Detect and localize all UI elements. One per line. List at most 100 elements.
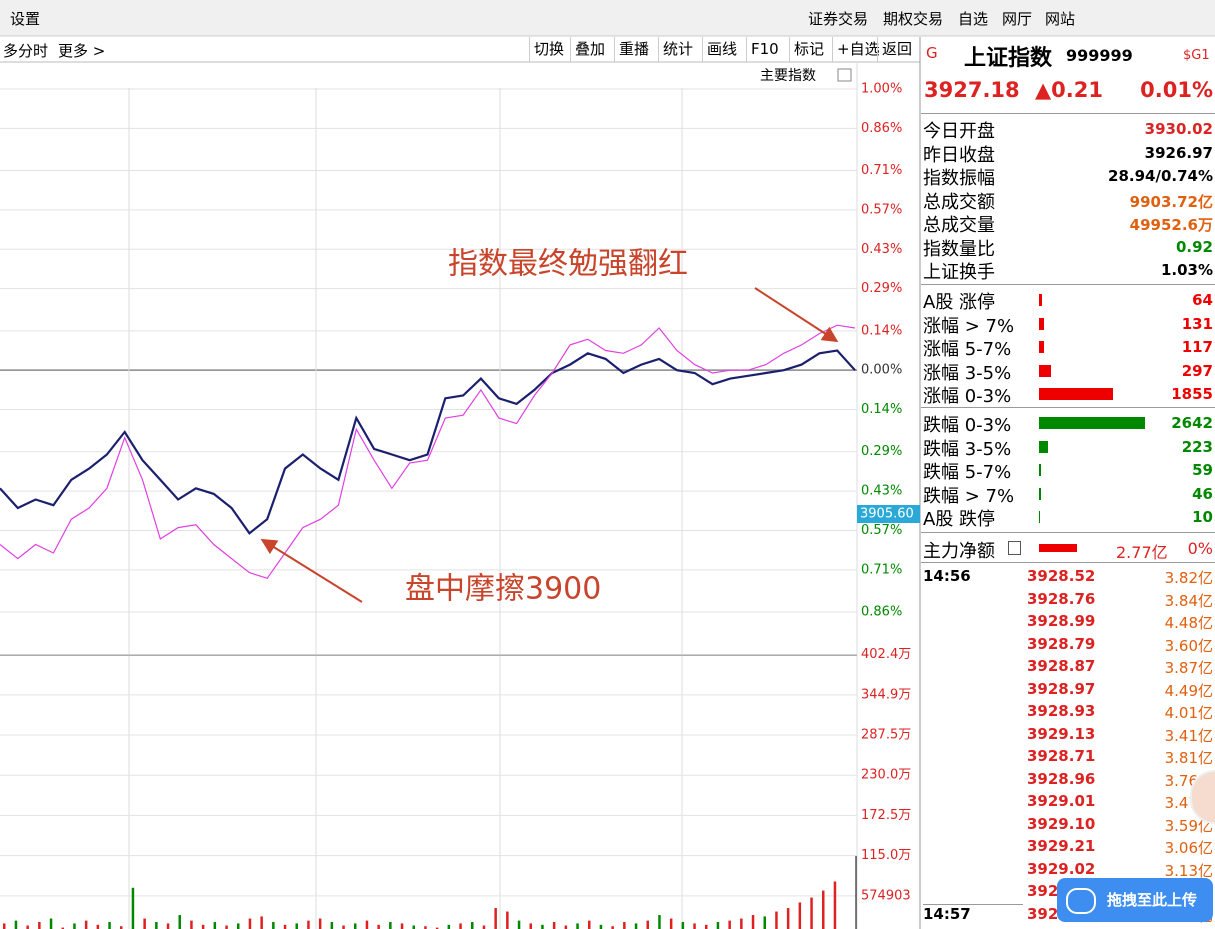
- quote-tag: $G1: [1183, 48, 1210, 63]
- volume-bar: [705, 924, 708, 929]
- toolbar-button[interactable]: 切换: [529, 37, 568, 62]
- panel-separator: [921, 562, 1215, 563]
- toolbar-button[interactable]: 标记: [789, 37, 828, 62]
- stat-label: 指数振幅: [923, 168, 995, 189]
- panel-separator: [921, 532, 1215, 533]
- volume-tick-label: 287.5万: [861, 728, 911, 743]
- breadth-count: 2642: [1171, 414, 1213, 432]
- tick-price: 3929.02: [1027, 859, 1096, 878]
- quote-pct: 0.01%: [1140, 78, 1213, 102]
- tick-amount: 3.13亿: [1164, 861, 1213, 880]
- quote-price: 3927.18: [924, 78, 1020, 102]
- y-tick-label: 0.43%: [861, 242, 902, 257]
- tick-amount: 3.41亿: [1164, 726, 1213, 745]
- volume-bar: [96, 924, 100, 929]
- volume-bar: [822, 890, 825, 929]
- toolbar-button[interactable]: 返回: [877, 37, 916, 62]
- volume-bar: [108, 922, 111, 929]
- volume-bar: [131, 887, 135, 929]
- menu-title[interactable]: 设置: [10, 10, 41, 28]
- stat-label: 总成交量: [923, 215, 995, 236]
- volume-bar: [166, 923, 170, 929]
- tick-price: 3929.13: [1027, 724, 1096, 743]
- breadth-label: 涨幅 > 7%: [923, 315, 1015, 337]
- y-tick-label: 0.57%: [861, 202, 902, 217]
- tick-amount: 3.06亿: [1164, 839, 1213, 857]
- volume-bar: [471, 922, 474, 929]
- y-tick-label: 0.29%: [861, 444, 902, 459]
- y-tick-label: 0.57%: [861, 523, 902, 538]
- breadth-count: 223: [1181, 437, 1213, 456]
- tick-price: 3928.71: [1027, 747, 1096, 765]
- volume-bar: [49, 918, 53, 929]
- volume-bar: [155, 922, 158, 929]
- volume-bar: [506, 911, 509, 929]
- menu-item[interactable]: 网厅: [1002, 10, 1033, 28]
- tick-price: 3928.96: [1027, 769, 1096, 788]
- toolbar-button[interactable]: 叠加: [570, 37, 609, 62]
- volume-bar: [564, 925, 568, 929]
- menu-item[interactable]: 证券交易: [808, 10, 869, 28]
- quote-code: 999999: [1066, 46, 1133, 65]
- volume-bar: [213, 922, 217, 929]
- toolbar-button[interactable]: 画线: [702, 37, 741, 62]
- volume-bar: [14, 920, 18, 929]
- stat-value: 9903.72亿: [1129, 192, 1213, 211]
- volume-bar: [517, 920, 521, 929]
- tick-price: 3928.97: [1027, 679, 1096, 698]
- stat-label: 指数量比: [923, 238, 995, 260]
- upload-button[interactable]: 拖拽至此上传: [1057, 878, 1213, 922]
- breadth-count: 59: [1192, 461, 1213, 480]
- volume-bar: [681, 922, 685, 929]
- volume-tick-label: 230.0万: [861, 768, 911, 783]
- volume-bar: [541, 924, 544, 929]
- tick-price: 3928.99: [1027, 612, 1096, 630]
- toolbar-bg: [0, 37, 920, 62]
- volume-bar: [377, 924, 380, 929]
- toolbar-button[interactable]: +自选: [832, 37, 884, 62]
- y-tick-label: 0.29%: [861, 281, 902, 296]
- toolbar-tab[interactable]: 更多 >: [58, 42, 106, 60]
- tick-price: 3929.21: [1027, 837, 1096, 855]
- funds-pct: 0%: [1187, 539, 1213, 558]
- breadth-count: 297: [1181, 361, 1213, 380]
- volume-bar: [237, 923, 240, 929]
- funds-icon: [1008, 541, 1021, 555]
- annotation-arrow: [754, 287, 839, 343]
- volume-bar: [669, 918, 673, 929]
- stat-value: 3930.02: [1144, 120, 1213, 138]
- toolbar-button[interactable]: 重播: [614, 37, 653, 62]
- tick-time: 14:57: [923, 904, 1023, 923]
- menu-item[interactable]: 期权交易: [883, 10, 944, 28]
- panel-separator: [921, 284, 1215, 285]
- tick-price: 3928.93: [1027, 702, 1096, 720]
- volume-bar: [330, 922, 334, 929]
- breadth-label: 跌幅 0-3%: [923, 415, 1012, 436]
- y-tick-label: 0.14%: [861, 402, 902, 417]
- volume-bar: [833, 881, 837, 929]
- panel-separator: [921, 113, 1215, 114]
- stat-value: 1.03%: [1160, 261, 1213, 279]
- tick-amount: 3.82亿: [1164, 569, 1213, 587]
- indicator-toggle: [837, 68, 852, 82]
- breadth-bar: [1039, 341, 1044, 354]
- volume-bar: [400, 923, 404, 929]
- cursor-price: 3905.60: [860, 507, 914, 522]
- breadth-count: 46: [1192, 484, 1213, 503]
- breadth-label: 跌幅 3-5%: [923, 438, 1012, 460]
- tick-amount: 3.59亿: [1164, 816, 1213, 835]
- tick-amount: 3.87亿: [1164, 659, 1213, 677]
- toolbar-tab[interactable]: 多分时: [3, 42, 49, 60]
- annotation: 盘中摩擦3900: [405, 572, 601, 607]
- volume-bar: [225, 925, 228, 929]
- stat-label: 今日开盘: [923, 121, 995, 142]
- toolbar-button[interactable]: F10: [746, 37, 783, 62]
- breadth-label: 涨幅 0-3%: [923, 386, 1012, 408]
- volume-bar: [26, 925, 29, 929]
- funds-bar: [1039, 544, 1077, 552]
- volume-bar: [529, 923, 532, 929]
- toolbar-button[interactable]: 统计: [658, 37, 697, 62]
- volume-bar: [459, 923, 462, 929]
- menu-item[interactable]: 网站: [1045, 10, 1076, 28]
- menu-item[interactable]: 自选: [958, 10, 989, 28]
